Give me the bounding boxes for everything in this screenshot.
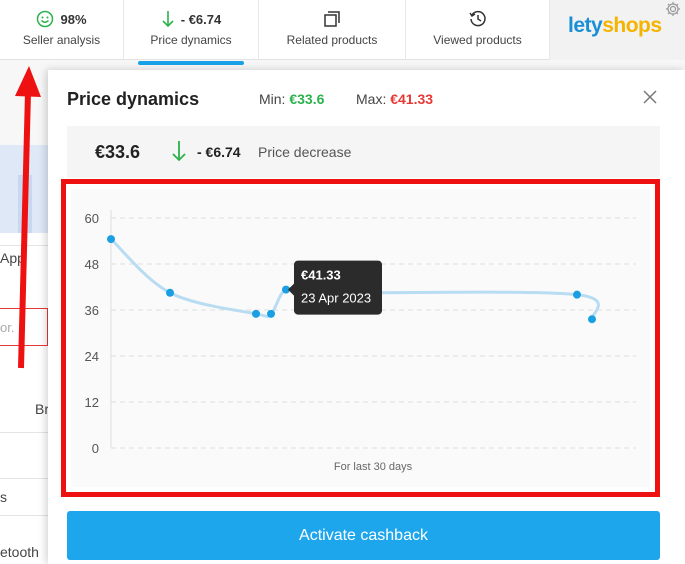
- data-point: [166, 288, 174, 297]
- chart-background: [71, 189, 650, 487]
- history-icon: [468, 10, 486, 27]
- tooltip-pointer: [288, 283, 294, 296]
- background-input[interactable]: or.: [0, 308, 48, 346]
- letyshops-logo[interactable]: letyshops: [550, 0, 685, 60]
- tab-price-dynamics[interactable]: - €6.74 Price dynamics: [124, 0, 259, 65]
- data-point: [107, 235, 115, 244]
- x-axis-label: For last 30 days: [334, 461, 413, 473]
- price-change-value: - €6.74: [180, 11, 222, 27]
- background-text-s: s: [0, 489, 7, 505]
- price-delta: - €6.74: [197, 144, 241, 160]
- data-point: [573, 290, 581, 299]
- background-banner: [0, 145, 48, 233]
- tab-label: Price dynamics: [150, 33, 232, 47]
- arrow-down-icon: [162, 11, 174, 28]
- background-text-br: Br: [35, 401, 49, 417]
- tooltip-value: €41.33: [301, 268, 341, 283]
- activate-cashback-button[interactable]: Activate cashback: [67, 511, 660, 560]
- price-dynamics-popup: Price dynamics Min: €33.6 Max: €41.33 €3…: [48, 70, 685, 564]
- current-price: €33.6: [95, 142, 141, 162]
- data-point: [588, 315, 596, 324]
- data-point: [267, 309, 275, 318]
- y-tick-label: 24: [85, 349, 99, 364]
- gear-icon[interactable]: [665, 1, 681, 17]
- background-text-app: App: [0, 250, 25, 266]
- tab-label: Viewed products: [433, 33, 522, 47]
- chart-tooltip: [294, 260, 382, 315]
- tab-seller-analysis[interactable]: 98% Seller analysis: [0, 0, 124, 60]
- close-icon[interactable]: [641, 88, 659, 106]
- min-price: Min: €33.6: [259, 91, 325, 107]
- max-price: Max: €41.33: [356, 91, 434, 107]
- data-point: [282, 285, 290, 294]
- arrow-down-icon: [172, 141, 186, 162]
- seller-rating-value: 98%: [60, 11, 87, 27]
- data-point: [252, 309, 260, 318]
- min-price-value: €33.6: [289, 91, 325, 107]
- background-text-bluetooth: etooth: [0, 544, 39, 560]
- price-delta-description: Price decrease: [258, 144, 352, 160]
- y-tick-label: 60: [85, 211, 99, 226]
- y-tick-label: 0: [92, 441, 99, 456]
- tab-viewed-products[interactable]: Viewed products: [406, 0, 550, 60]
- copy-icon: [324, 11, 340, 27]
- y-tick-label: 36: [85, 303, 99, 318]
- tab-label: Seller analysis: [22, 33, 101, 47]
- y-tick-label: 12: [85, 395, 99, 410]
- tooltip-date: 23 Apr 2023: [301, 291, 371, 306]
- tab-related-products[interactable]: Related products: [259, 0, 406, 60]
- y-tick-label: 48: [85, 257, 99, 272]
- price-chart-highlight: 60 48 36 24 12 0 For last 30 days €41.33 23 Apr …: [61, 179, 660, 497]
- extension-toolbar: 98% Seller analysis - €6.74 Price dynami…: [0, 0, 685, 65]
- popup-title: Price dynamics: [67, 89, 200, 109]
- price-summary: €33.6 - €6.74 Price decrease: [67, 126, 660, 178]
- active-tab-indicator: [138, 61, 244, 65]
- smiley-icon: [37, 10, 54, 28]
- tab-label: Related products: [286, 33, 378, 47]
- price-chart: 60 48 36 24 12 0 For last 30 days €41.33 23 Apr …: [71, 189, 650, 487]
- max-price-value: €41.33: [390, 91, 434, 107]
